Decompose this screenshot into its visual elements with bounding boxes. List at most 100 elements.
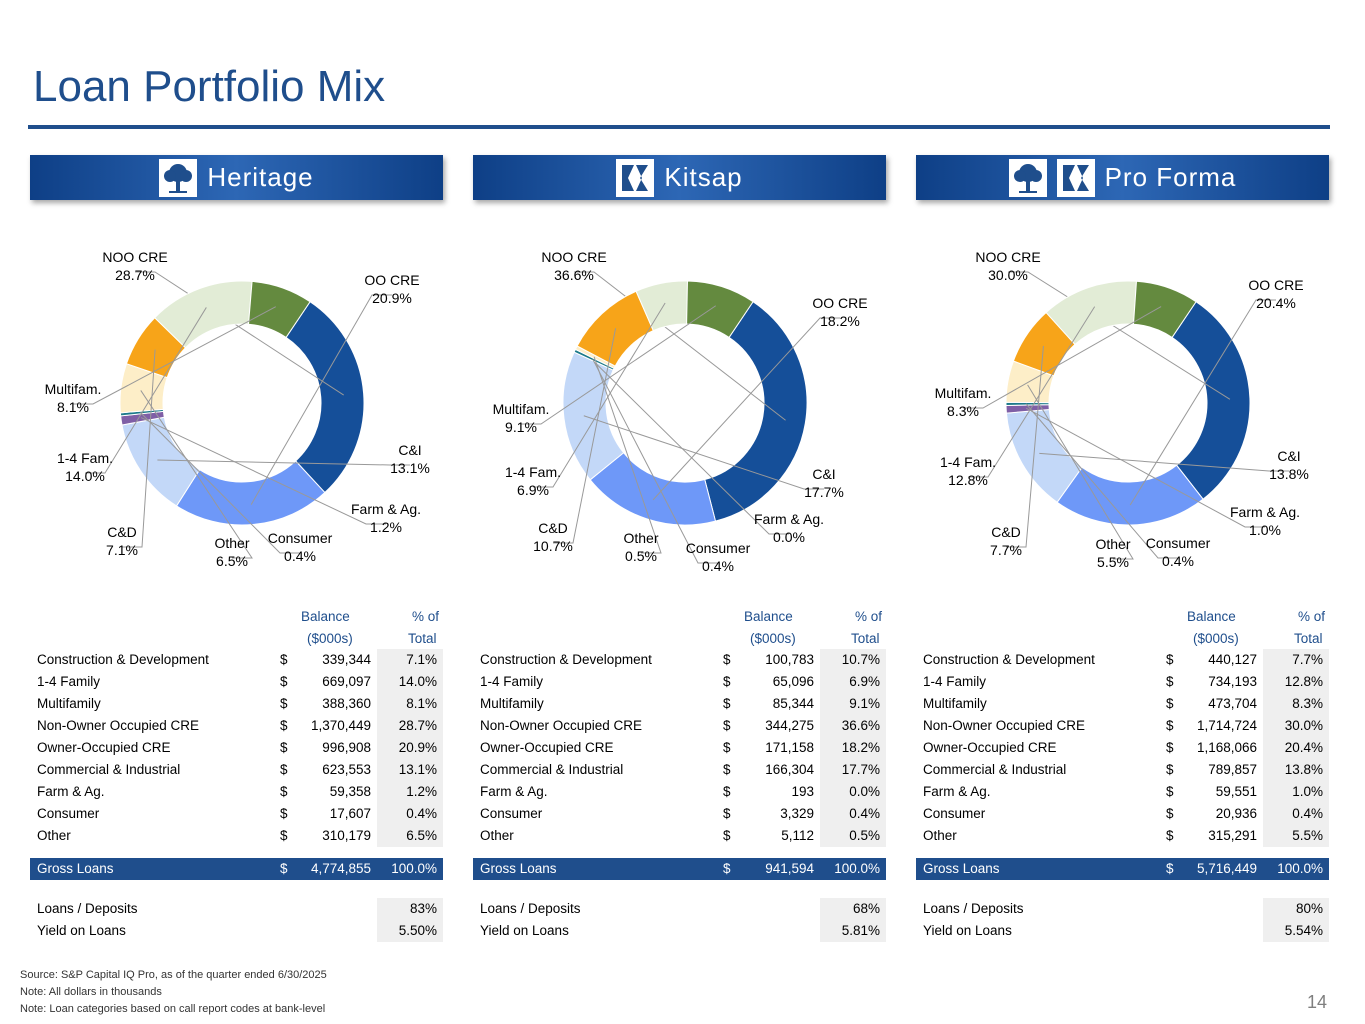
row-label: Consumer (37, 806, 100, 821)
ratio-value: 5.54% (1263, 920, 1329, 942)
slice-value-label: 17.7% (804, 484, 844, 500)
gross-label: Gross Loans (37, 861, 114, 876)
row-pct: 20.4% (1263, 737, 1329, 759)
pct-header-1: % of (855, 609, 883, 624)
ratio-label: Loans / Deposits (923, 901, 1024, 916)
row-label: Consumer (480, 806, 543, 821)
table-row: Multifamily $85,344 9.1% (473, 693, 886, 715)
ratio-label: Yield on Loans (923, 923, 1012, 938)
row-pct: 13.8% (1263, 759, 1329, 781)
row-label: Construction & Development (37, 652, 209, 667)
gross-balance: 941,594 (765, 861, 814, 876)
table-row: Construction & Development $339,344 7.1% (30, 649, 443, 671)
gross-pct: 100.0% (391, 861, 437, 876)
dollar-sign: $ (1166, 784, 1174, 799)
leader-line (652, 317, 840, 501)
dollar-sign: $ (280, 740, 288, 755)
gross-balance: 4,774,855 (310, 861, 371, 876)
table-row: Consumer $20,936 0.4% (916, 803, 1329, 825)
leader-line (1129, 299, 1276, 506)
ratio-row: Loans / Deposits 80% (916, 898, 1329, 920)
leader-line (157, 459, 410, 466)
table-row: Other $315,291 5.5% (916, 825, 1329, 847)
slice-multifam- (1132, 280, 1197, 339)
row-label: Owner-Occupied CRE (923, 740, 1057, 755)
slice-label: OO CRE (1248, 277, 1303, 293)
balance-header-2: ($000s) (307, 631, 353, 646)
balance-header-2: ($000s) (1193, 631, 1239, 646)
table-row: 1-4 Family $65,096 6.9% (473, 671, 886, 693)
ratio-row: Yield on Loans 5.81% (473, 920, 886, 942)
row-label: Commercial & Industrial (480, 762, 624, 777)
dollar-sign: $ (723, 828, 731, 843)
loan-table: Balance ($000s) % of Total Construction & De… (30, 605, 443, 942)
dollar-sign: $ (723, 740, 731, 755)
row-balance: 5,112 (781, 828, 814, 843)
table-row: Consumer $17,607 0.4% (30, 803, 443, 825)
gross-label: Gross Loans (480, 861, 557, 876)
kitsap-logo-icon (616, 158, 655, 197)
row-label: Owner-Occupied CRE (480, 740, 614, 755)
table-row: Construction & Development $440,127 7.7% (916, 649, 1329, 671)
slice-value-label: 8.3% (947, 403, 979, 419)
row-pct: 14.0% (377, 671, 443, 693)
slice-value-label: 0.5% (625, 548, 657, 564)
page-number: 14 (1306, 992, 1327, 1012)
ratio-row: Loans / Deposits 83% (30, 898, 443, 920)
pct-header-2: Total (408, 631, 437, 646)
slice-value-label: 10.7% (533, 538, 573, 554)
dollar-sign: $ (1166, 652, 1174, 667)
table-header: Balance ($000s) % of Total (473, 605, 886, 649)
leader-line (592, 359, 718, 564)
table-row: Consumer $3,329 0.4% (473, 803, 886, 825)
ratio-label: Loans / Deposits (37, 901, 138, 916)
slice-value-label: 12.8% (948, 472, 988, 488)
table-row: Farm & Ag. $59,551 1.0% (916, 781, 1329, 803)
row-label: Other (480, 828, 514, 843)
dollar-sign: $ (723, 674, 731, 689)
slice-label: Farm & Ag. (351, 501, 421, 517)
slice-value-label: 1.2% (370, 519, 402, 535)
slice-label: C&I (812, 466, 835, 482)
row-balance: 388,360 (322, 696, 371, 711)
slice-label: Consumer (268, 530, 333, 546)
donut-chart: NOO CRE 36.6% OO CRE 18.2% C&I 17.7% Farm & Ag… (493, 249, 868, 574)
leader-line (533, 302, 666, 488)
row-pct: 9.1% (820, 693, 886, 715)
row-balance: 996,908 (322, 740, 371, 755)
slice-label: 1-4 Fam. (57, 450, 113, 466)
slice-value-label: 1.0% (1249, 522, 1281, 538)
dollar-sign: $ (723, 652, 731, 667)
panel-banner: Pro Forma (916, 155, 1329, 200)
dollar-sign: $ (280, 674, 288, 689)
row-label: Other (923, 828, 957, 843)
slice-label: Farm & Ag. (754, 511, 824, 527)
ratio-value: 5.50% (377, 920, 443, 942)
dollar-sign: $ (280, 828, 288, 843)
ratio-label: Loans / Deposits (480, 901, 581, 916)
row-label: Farm & Ag. (37, 784, 105, 799)
row-balance: 344,275 (765, 718, 814, 733)
slice-label: C&D (538, 520, 568, 536)
row-balance: 20,936 (1215, 806, 1257, 821)
dollar-sign: $ (280, 696, 288, 711)
dollar-sign: $ (280, 806, 288, 821)
slice-label: NOO CRE (975, 249, 1040, 265)
row-balance: 85,344 (772, 696, 814, 711)
ratio-label: Yield on Loans (37, 923, 126, 938)
row-balance: 473,704 (1208, 696, 1257, 711)
table-row: Construction & Development $100,783 10.7% (473, 649, 886, 671)
dollar-sign: $ (723, 696, 731, 711)
row-label: Owner-Occupied CRE (37, 740, 171, 755)
pct-header-2: Total (851, 631, 880, 646)
ratio-value: 68% (820, 898, 886, 920)
leader-line (1006, 345, 1044, 548)
row-pct: 13.1% (377, 759, 443, 781)
dollar-sign: $ (1166, 762, 1174, 777)
leader-line (1039, 452, 1289, 472)
slice-label: OO CRE (364, 272, 419, 288)
row-pct: 7.7% (1263, 649, 1329, 671)
table-row: Non-Owner Occupied CRE $1,714,724 30.0% (916, 715, 1329, 737)
kitsap-logo-icon (1056, 158, 1095, 197)
slice-label: Multifam. (935, 385, 992, 401)
